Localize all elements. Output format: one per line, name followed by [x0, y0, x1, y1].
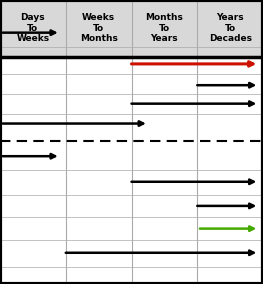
Bar	[0, 0, 263, 57]
Text: Weeks
To
Months: Weeks To Months	[80, 14, 118, 43]
Text: Days
To
Weeks: Days To Weeks	[16, 14, 49, 43]
Text: Years
To
Decades: Years To Decades	[209, 14, 252, 43]
Text: Months
To
Years: Months To Years	[145, 14, 183, 43]
